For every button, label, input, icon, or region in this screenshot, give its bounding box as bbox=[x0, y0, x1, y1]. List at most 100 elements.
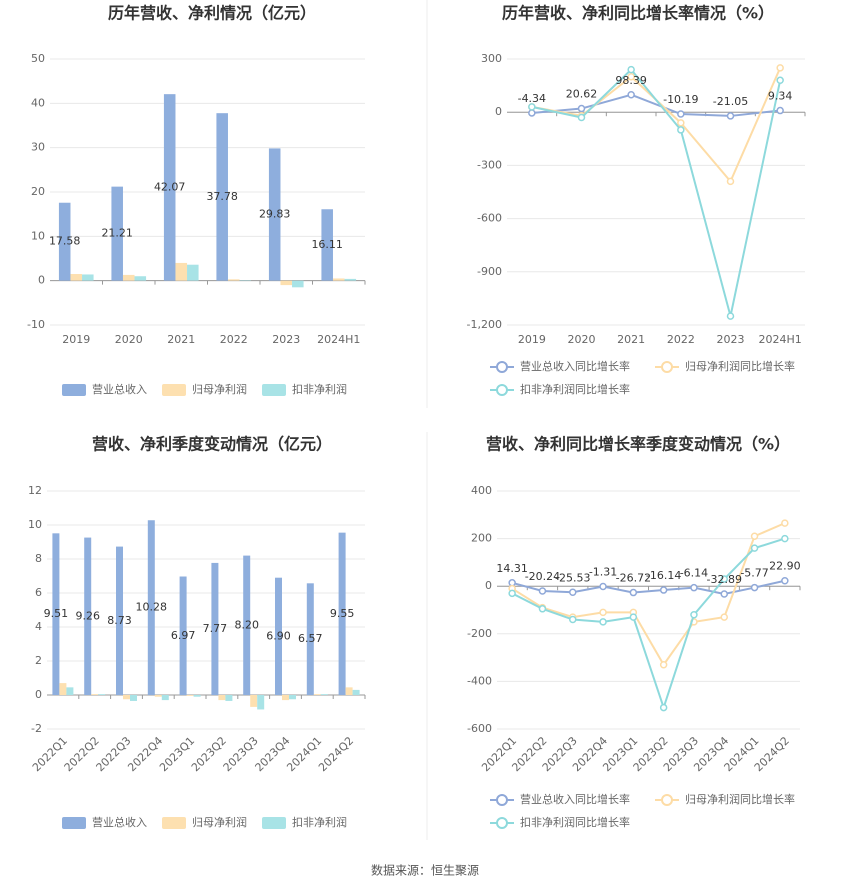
bar bbox=[243, 555, 251, 695]
data-label: 29.83 bbox=[259, 208, 291, 221]
point bbox=[677, 119, 685, 127]
data-label: -5.77 bbox=[740, 567, 768, 580]
point bbox=[690, 583, 698, 592]
data-label: -4.34 bbox=[518, 92, 546, 105]
data-label: -25.53 bbox=[555, 571, 590, 584]
bar bbox=[82, 274, 94, 281]
data-label: -10.19 bbox=[663, 93, 698, 106]
legend-label: 营业总收入 bbox=[92, 815, 147, 829]
data-label: 14.31 bbox=[496, 562, 528, 575]
y-tick-label: 30 bbox=[31, 141, 45, 154]
y-tick-label: -600 bbox=[477, 212, 502, 225]
chart-title: 历年营收、净利同比增长率情况（%） bbox=[502, 4, 774, 23]
point bbox=[627, 72, 635, 81]
y-tick-label: -200 bbox=[467, 627, 492, 640]
data-label: 37.78 bbox=[206, 190, 238, 203]
legend-swatch bbox=[62, 384, 86, 396]
bar bbox=[344, 278, 357, 281]
bar bbox=[332, 278, 345, 281]
point bbox=[659, 660, 668, 669]
y-tick-label: 0 bbox=[38, 274, 45, 287]
y-tick-label: 4 bbox=[35, 620, 42, 633]
data-label: -21.05 bbox=[713, 95, 748, 108]
bar bbox=[288, 695, 296, 700]
bar bbox=[134, 276, 147, 281]
y-tick-label: -600 bbox=[467, 722, 492, 735]
bar bbox=[111, 186, 123, 281]
point bbox=[577, 104, 586, 113]
bar bbox=[306, 583, 314, 695]
data-label: 8.73 bbox=[107, 614, 132, 627]
point bbox=[627, 65, 635, 74]
legend-swatch bbox=[162, 817, 186, 829]
bar bbox=[218, 695, 226, 701]
data-label: 17.58 bbox=[49, 235, 81, 248]
x-tick-label: 2020 bbox=[115, 333, 143, 346]
bar bbox=[225, 695, 233, 701]
data-label: 6.57 bbox=[298, 632, 323, 645]
point bbox=[569, 588, 577, 597]
data-label: 42.07 bbox=[154, 180, 186, 193]
y-tick-label: 6 bbox=[35, 586, 42, 599]
bar bbox=[91, 694, 99, 695]
x-tick-label: 2022 bbox=[667, 333, 695, 346]
bar bbox=[216, 113, 228, 281]
source: 数据来源：恒生聚源 bbox=[371, 863, 479, 878]
bar bbox=[250, 695, 258, 707]
bar bbox=[345, 687, 353, 695]
line bbox=[531, 68, 782, 317]
legend-swatch bbox=[262, 384, 286, 396]
bar bbox=[154, 695, 162, 697]
legend-label: 归母净利润同比增长率 bbox=[685, 792, 795, 806]
line bbox=[531, 93, 781, 117]
point bbox=[599, 608, 607, 617]
data-label: 6.90 bbox=[266, 629, 291, 642]
point bbox=[726, 312, 735, 320]
point bbox=[781, 534, 789, 543]
y-tick-label: -300 bbox=[477, 158, 502, 171]
point bbox=[720, 590, 728, 598]
legend-marker bbox=[496, 361, 508, 373]
legend-swatch bbox=[62, 817, 86, 829]
point bbox=[720, 613, 728, 621]
point bbox=[629, 588, 638, 597]
data-label: -6.14 bbox=[680, 567, 708, 580]
data-label: 9.26 bbox=[75, 609, 100, 622]
x-tick-label: 2024Q2 bbox=[316, 734, 356, 774]
y-tick-label: -10 bbox=[27, 318, 45, 331]
point bbox=[781, 519, 789, 527]
legend-marker bbox=[496, 794, 508, 806]
y-tick-label: -2 bbox=[31, 722, 42, 735]
bar bbox=[193, 695, 201, 697]
bar bbox=[123, 695, 130, 700]
data-label: 16.11 bbox=[311, 238, 343, 251]
y-tick-label: 2 bbox=[35, 654, 42, 667]
legend-label: 扣非净利润同比增长率 bbox=[520, 815, 630, 829]
bar bbox=[147, 520, 155, 695]
y-tick-label: 10 bbox=[31, 229, 45, 242]
y-tick-label: 20 bbox=[31, 185, 45, 198]
legend-swatch bbox=[262, 817, 286, 829]
point bbox=[726, 112, 735, 120]
data-label: 9.55 bbox=[330, 607, 355, 620]
point bbox=[690, 611, 698, 619]
point bbox=[776, 76, 784, 85]
legend-label: 营业总收入 bbox=[92, 382, 147, 396]
bar bbox=[227, 279, 240, 281]
chart-title: 营收、净利同比增长率季度变动情况（%） bbox=[486, 435, 790, 454]
x-tick-label: 2024H1 bbox=[759, 333, 802, 346]
x-tick-label: 2024H1 bbox=[317, 333, 360, 346]
data-label: -20.24 bbox=[525, 570, 560, 583]
point bbox=[720, 575, 728, 583]
data-label: -26.72 bbox=[616, 572, 651, 585]
point bbox=[677, 126, 685, 134]
data-label: -16.14 bbox=[646, 569, 681, 582]
point bbox=[538, 605, 547, 613]
point bbox=[726, 177, 735, 186]
point bbox=[528, 103, 536, 111]
point bbox=[508, 589, 516, 598]
point bbox=[627, 91, 635, 99]
data-label: 9.34 bbox=[768, 90, 793, 103]
bar bbox=[313, 694, 321, 695]
